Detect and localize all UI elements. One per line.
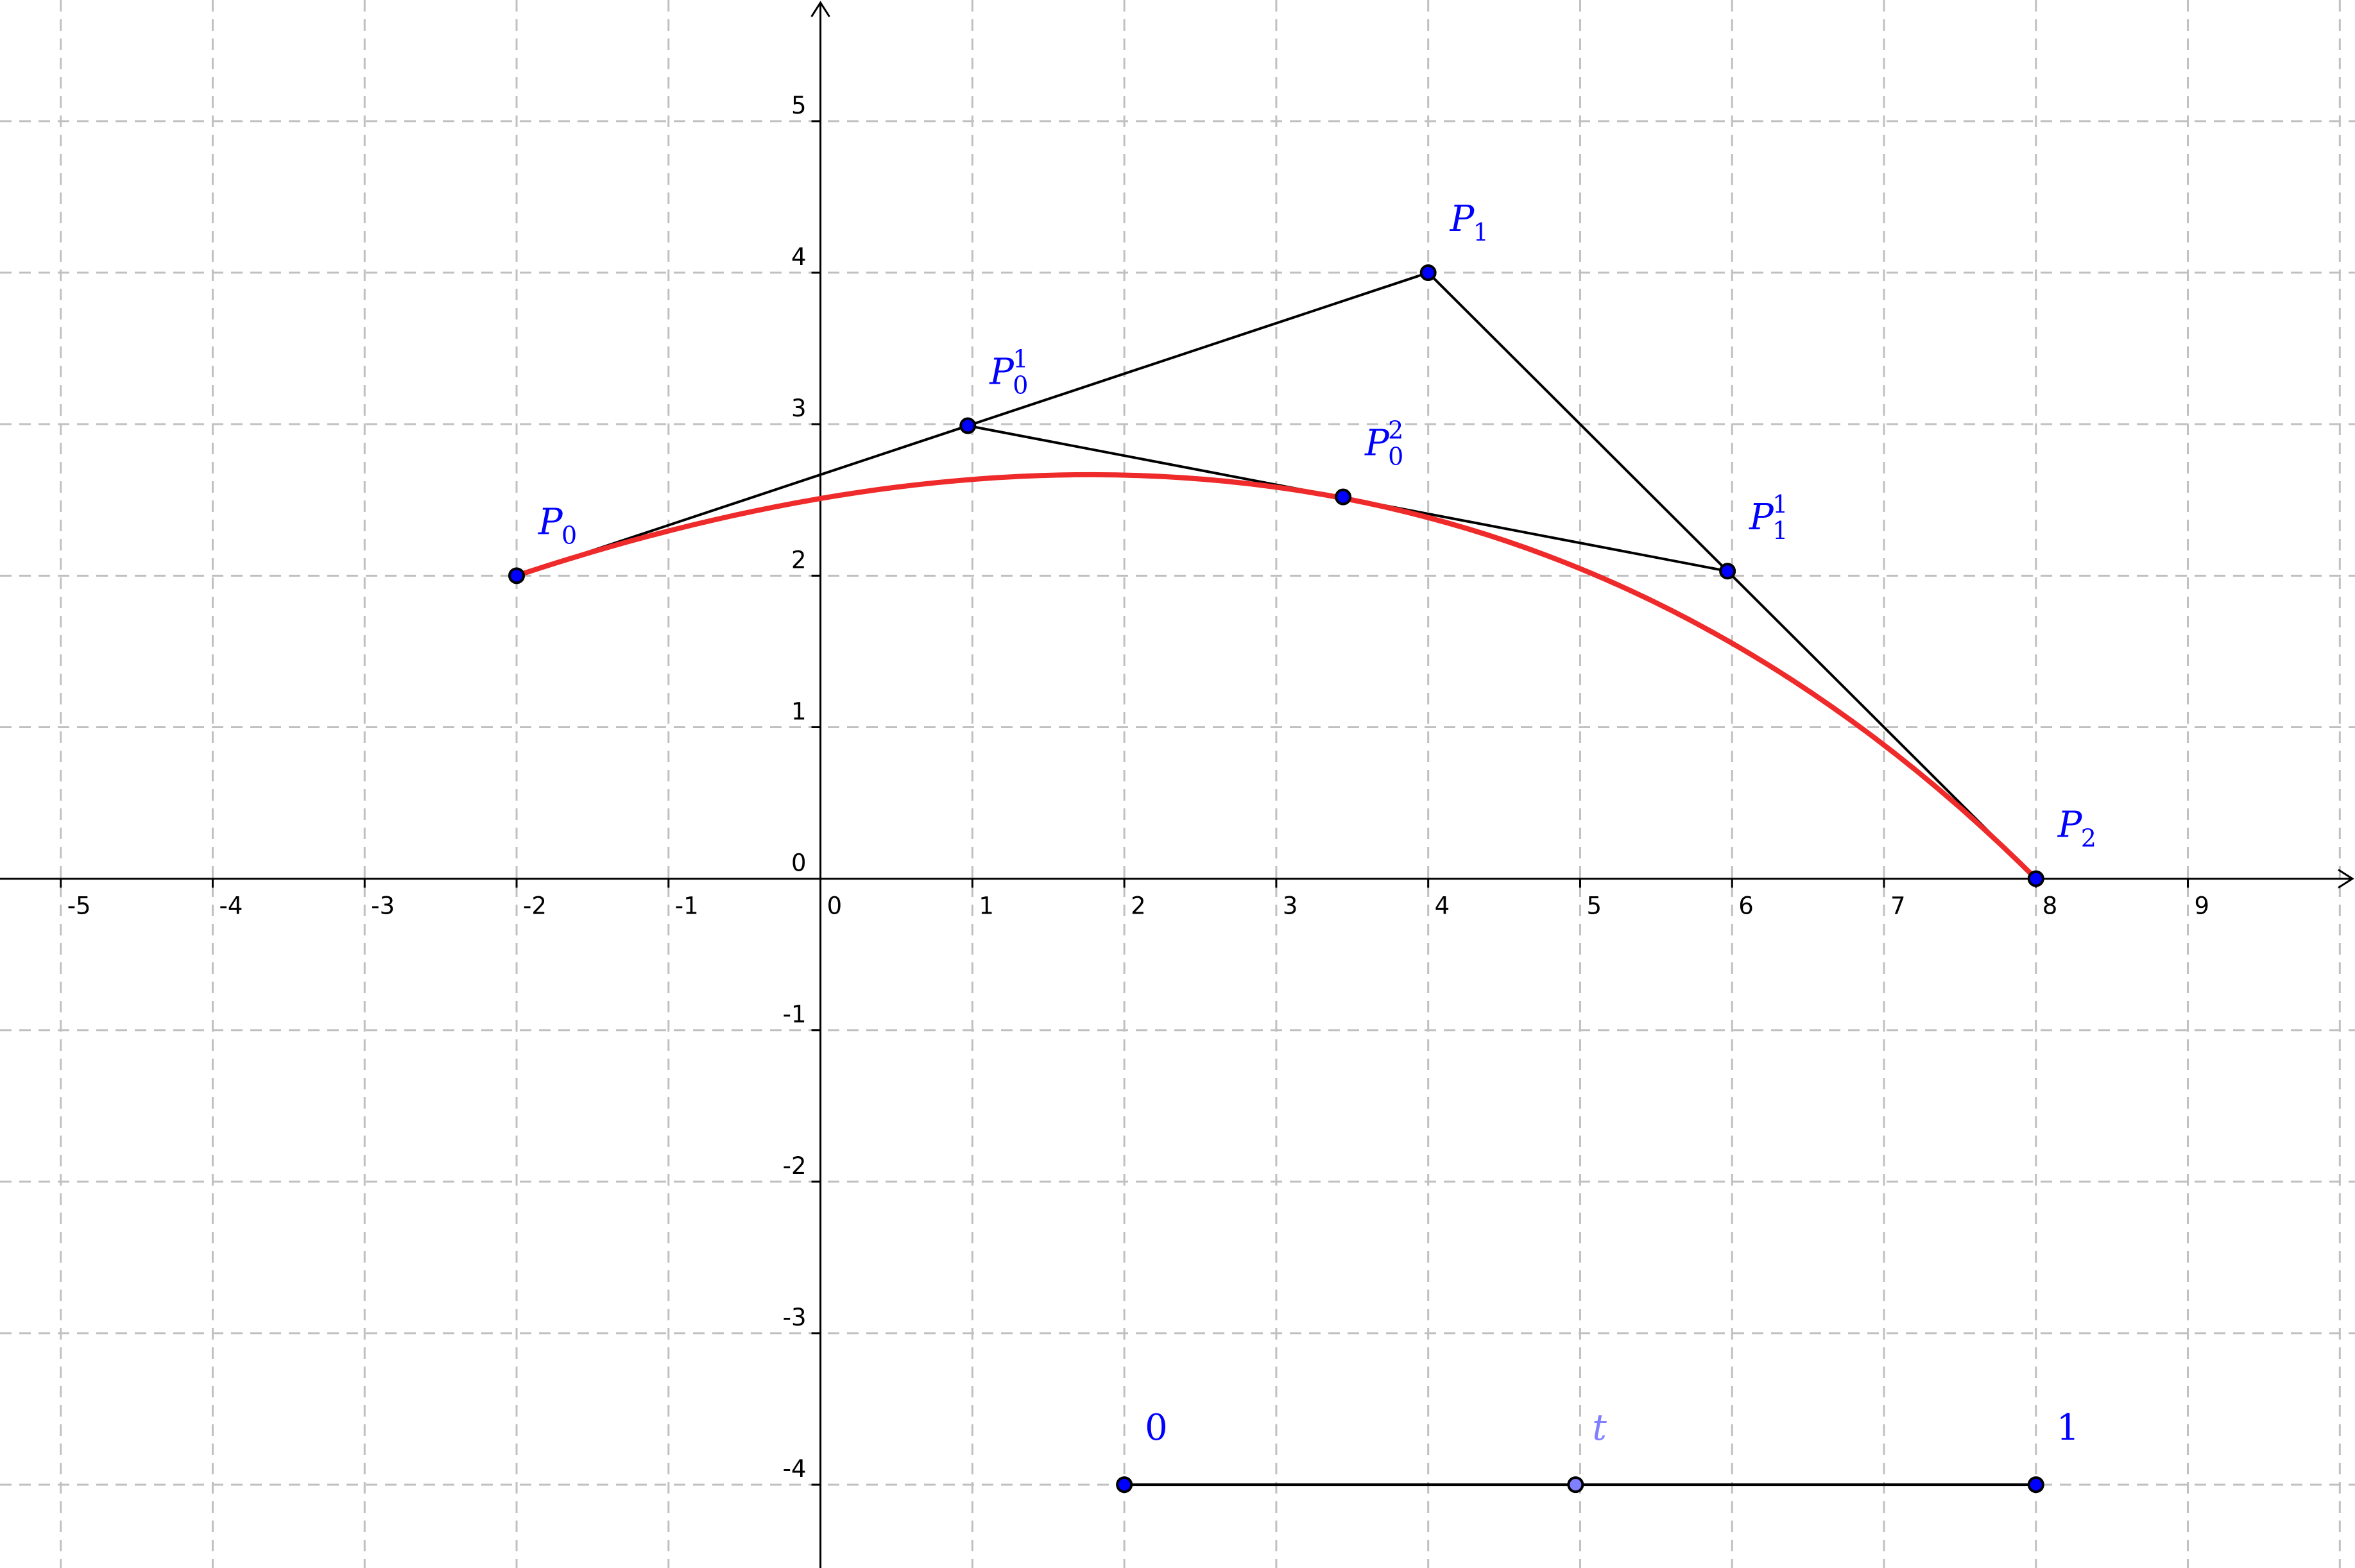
slider-handle[interactable] — [1567, 1476, 1584, 1494]
y-tick-label: 4 — [791, 243, 807, 271]
x-tick-label: 1 — [979, 892, 994, 920]
point-label-P11: P — [1749, 497, 1774, 538]
point-P11[interactable] — [1719, 563, 1736, 580]
y-tick-label: -3 — [783, 1304, 807, 1331]
x-tick-label: -3 — [371, 892, 395, 920]
slider-t-label: t — [1592, 1407, 1607, 1449]
t-slider[interactable]: 0 1 t — [1116, 1407, 2080, 1494]
point-label-P01-subscript: 0 — [1013, 371, 1028, 400]
y-tick-label: -2 — [783, 1152, 807, 1180]
point-P0[interactable] — [508, 567, 526, 584]
point-label-P02-superscript: 2 — [1388, 416, 1403, 445]
y-tick-label: 2 — [791, 546, 807, 574]
y-tick-label: 1 — [791, 697, 807, 725]
point-label-P01-superscript: 1 — [1013, 345, 1028, 373]
bezier-curve — [515, 472, 2038, 881]
x-tick-label: 8 — [2042, 892, 2058, 920]
point-label-P0-subscript: 0 — [561, 521, 577, 549]
y-tick-label: 3 — [791, 395, 807, 422]
point-label-P2-subscript: 2 — [2081, 824, 2096, 853]
point-label-P1: P — [1450, 198, 1475, 240]
y-tick-label: 5 — [791, 92, 807, 119]
point-label-P01: P — [989, 352, 1015, 393]
point-P2[interactable] — [2027, 870, 2044, 887]
slider-start-label: 0 — [1145, 1407, 1168, 1449]
y-tick-label: -1 — [783, 1001, 807, 1028]
x-tick-label: -5 — [67, 892, 91, 920]
y-tick-label: 0 — [791, 849, 807, 877]
x-axis-arrow — [2338, 869, 2354, 889]
x-tick-label: -2 — [523, 892, 547, 920]
point-label-P2: P — [2057, 805, 2083, 846]
point-P01[interactable] — [959, 417, 977, 434]
point-P1[interactable] — [1419, 264, 1437, 282]
x-tick-label: -4 — [219, 892, 243, 920]
bezier-curve-layer — [515, 472, 2038, 881]
point-label-P0: P — [538, 501, 563, 543]
x-tick-label: 2 — [1131, 892, 1146, 920]
points — [508, 264, 2044, 887]
y-axis-arrow — [810, 1, 830, 17]
point-label-P02-subscript: 0 — [1388, 443, 1403, 471]
point-label-P02: P — [1364, 423, 1390, 464]
x-tick-label: 0 — [827, 892, 843, 920]
x-tick-label: 5 — [1586, 892, 1602, 920]
y-tick-label: -4 — [783, 1455, 807, 1483]
x-tick-label: 7 — [1890, 892, 1906, 920]
point-P02[interactable] — [1335, 488, 1352, 506]
x-tick-label: 3 — [1283, 892, 1298, 920]
point-label-P11-subscript: 1 — [1772, 516, 1788, 545]
x-tick-label: 4 — [1435, 892, 1450, 920]
x-tick-label: -1 — [675, 892, 699, 920]
slider-start-point — [1116, 1476, 1133, 1494]
slider-end-point — [2027, 1476, 2044, 1494]
point-label-P11-superscript: 1 — [1772, 490, 1788, 518]
point-label-P1-subscript: 1 — [1473, 218, 1489, 246]
x-tick-label: 6 — [1738, 892, 1754, 920]
x-tick-label: 9 — [2195, 892, 2210, 920]
slider-end-label: 1 — [2057, 1407, 2080, 1449]
